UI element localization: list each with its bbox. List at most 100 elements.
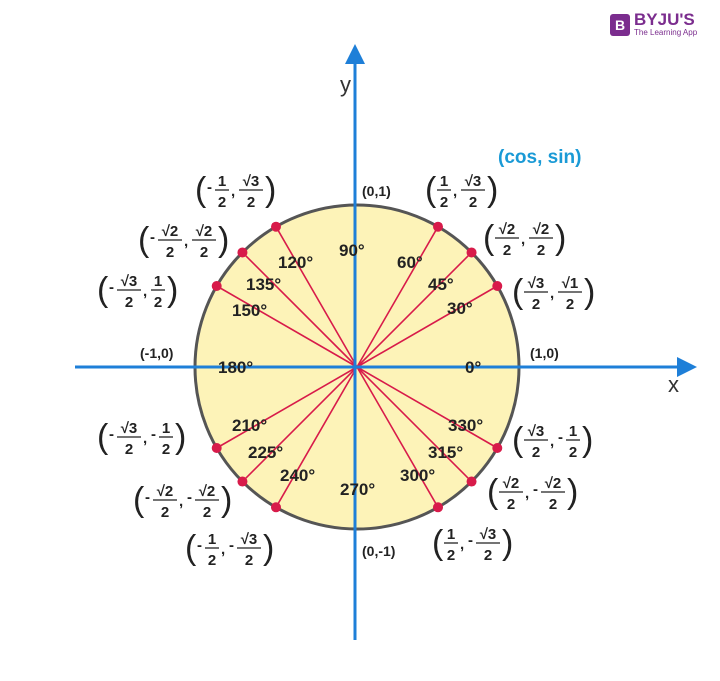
coordinate-label-120: (-1 2, √3 2) [195, 171, 276, 211]
cos-denominator: 2 [507, 496, 515, 513]
paren: ( [138, 221, 150, 259]
point-240 [271, 502, 281, 513]
minus-sign: - [468, 532, 473, 549]
paren: ) [584, 273, 595, 311]
coordinate-label-240: (-12, - √32) [185, 529, 274, 569]
point-135 [237, 247, 248, 258]
ray-210 [216, 366, 358, 449]
axis-point-left: (-1,0) [140, 345, 173, 361]
angle-label-210: 210° [232, 416, 267, 435]
comma: , [550, 285, 554, 302]
comma: , [143, 430, 147, 447]
minus-sign: - [207, 179, 212, 196]
comma: , [460, 536, 464, 553]
comma: , [221, 541, 225, 558]
point-30 [492, 281, 503, 291]
logo-name: BYJU'S [634, 10, 695, 29]
angle-label-300: 300° [400, 466, 435, 485]
point-210 [211, 443, 222, 453]
coordinate-label-60: (1 2, √3 2) [425, 171, 498, 211]
cos-numerator: 1 [440, 173, 448, 190]
sin-numerator: √2 [196, 223, 213, 240]
angle-label-60: 60° [397, 253, 423, 272]
paren: ( [97, 418, 109, 456]
ray-330 [356, 366, 498, 449]
paren: ) [502, 524, 513, 562]
comma: , [143, 283, 147, 300]
sin-numerator: 1 [569, 423, 577, 440]
coordinate-label-210: (- √32, -12) [97, 418, 186, 458]
minus-sign: - [145, 489, 150, 506]
angle-label-90: 90° [339, 241, 365, 260]
coordinate-label-150: (- √3 2, 1 2) [97, 271, 178, 311]
minus-sign: - [109, 279, 114, 296]
logo-tagline: The Learning App [634, 28, 698, 37]
point-45 [466, 247, 477, 258]
paren: ) [221, 481, 232, 519]
angle-label-120: 120° [278, 253, 313, 272]
angle-label-180: 180° [218, 358, 253, 377]
axis-point-top: (0,1) [362, 183, 391, 199]
comma: , [525, 485, 529, 502]
sin-denominator: 2 [162, 441, 170, 458]
paren: ) [175, 418, 186, 456]
comma: , [179, 493, 183, 510]
angle-label-150: 150° [232, 301, 267, 320]
ray-120 [275, 226, 358, 368]
cos-denominator: 2 [503, 242, 511, 259]
axis-point-bottom: (0,-1) [362, 543, 395, 559]
sin-denominator: 2 [203, 504, 211, 521]
coordinate-label-225: (- √22, - √22) [133, 481, 232, 521]
sin-denominator: 2 [245, 552, 253, 569]
cos-numerator: 1 [447, 526, 455, 543]
paren: ) [265, 171, 276, 209]
sin-numerator: 1 [154, 273, 162, 290]
sin-denominator: 2 [566, 296, 574, 313]
minus-sign: - [558, 429, 563, 446]
cos-denominator: 2 [125, 294, 133, 311]
sin-denominator: 2 [247, 194, 255, 211]
cos-denominator: 2 [208, 552, 216, 569]
cos-numerator: √3 [121, 420, 138, 437]
paren: ( [97, 271, 109, 309]
ray-45 [356, 251, 473, 368]
sin-numerator: √2 [545, 475, 562, 492]
cos-numerator: √3 [528, 275, 545, 292]
paren: ) [567, 473, 578, 511]
cos-numerator: √2 [162, 223, 179, 240]
paren: ) [582, 421, 593, 459]
cos-numerator: 1 [208, 531, 216, 548]
cos-denominator: 2 [532, 444, 540, 461]
angle-label-45: 45° [428, 275, 454, 294]
ray-225 [241, 366, 358, 483]
ray-150 [216, 285, 358, 368]
sin-numerator: √2 [533, 221, 550, 238]
cos-numerator: √2 [157, 483, 174, 500]
paren: ( [195, 171, 207, 209]
ray-315 [356, 366, 473, 483]
sin-denominator: 2 [200, 244, 208, 261]
angle-label-225: 225° [248, 443, 283, 462]
cos-denominator: 2 [218, 194, 226, 211]
coordinate-label-135: (- √22,√22) [138, 221, 229, 261]
comma: , [184, 233, 188, 250]
point-60 [433, 221, 443, 232]
angle-label-330: 330° [448, 416, 483, 435]
cos-numerator: √2 [503, 475, 520, 492]
sin-numerator: √3 [243, 173, 260, 190]
y-axis-label: y [340, 72, 351, 97]
coordinate-label-330: (√3 2, -1 2) [512, 421, 593, 461]
point-120 [271, 221, 281, 232]
paren: ( [185, 529, 197, 567]
comma: , [231, 183, 235, 200]
sin-numerator: 1 [162, 420, 170, 437]
coordinate-label-45: (√22,√22) [483, 219, 566, 259]
ray-300 [356, 366, 439, 508]
point-225 [237, 476, 248, 487]
sin-denominator: 2 [154, 294, 162, 311]
cos-denominator: 2 [440, 194, 448, 211]
x-axis-label: x [668, 372, 679, 397]
paren: ) [167, 271, 178, 309]
comma: , [453, 183, 457, 200]
